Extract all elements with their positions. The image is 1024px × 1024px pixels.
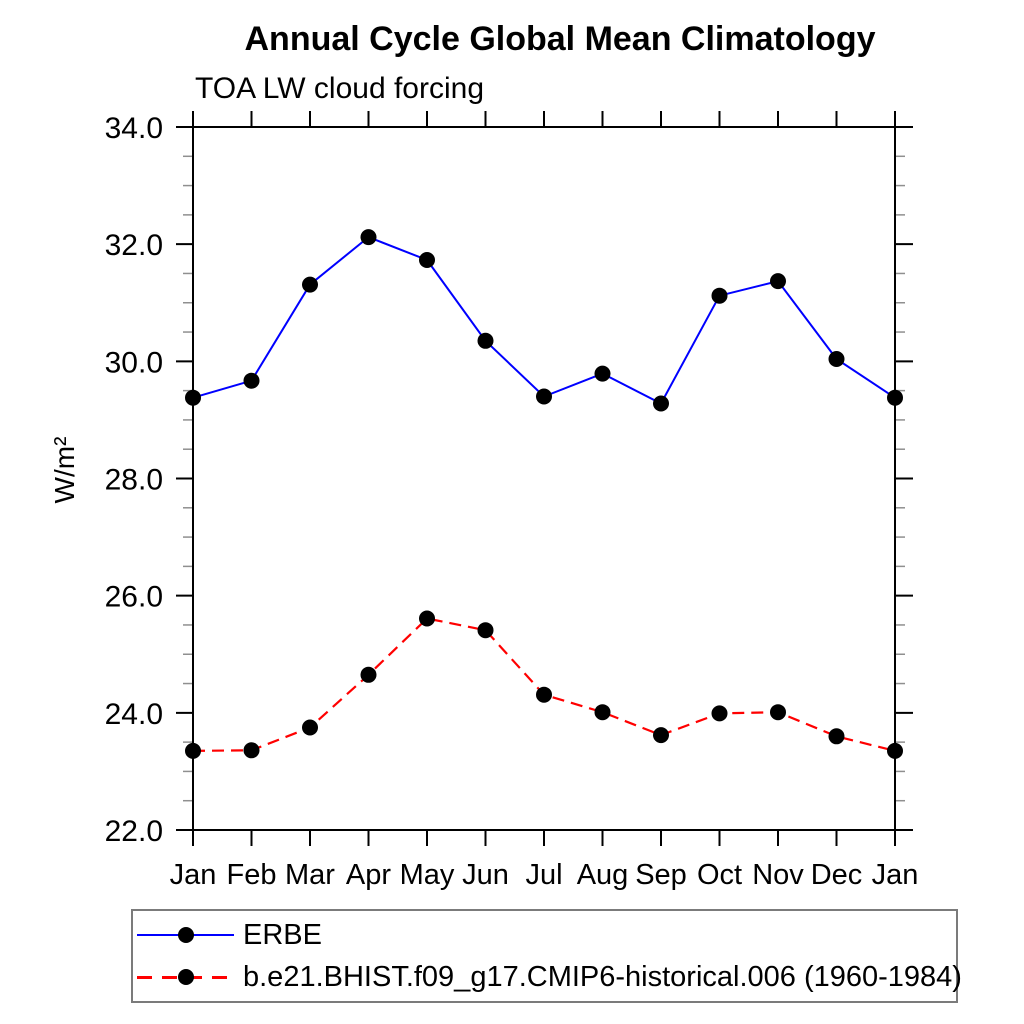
y-tick-label: 34.0 xyxy=(105,112,163,145)
y-tick-label: 24.0 xyxy=(105,698,163,731)
data-point xyxy=(185,742,201,759)
data-point xyxy=(770,273,786,290)
legend-label-model: b.e21.BHIST.f09_g17.CMIP6-historical.006… xyxy=(243,960,962,993)
x-tick-label: Jun xyxy=(462,859,509,891)
data-point xyxy=(185,389,201,406)
y-tick-label: 28.0 xyxy=(105,464,163,497)
data-point xyxy=(419,610,435,627)
y-tick-label: 26.0 xyxy=(105,581,163,614)
x-tick-label: Apr xyxy=(346,859,391,891)
data-point xyxy=(360,666,377,683)
x-tick-label: Mar xyxy=(285,859,335,891)
data-point xyxy=(828,728,845,745)
data-point xyxy=(594,365,611,382)
data-point xyxy=(887,389,903,406)
x-tick-label: Dec xyxy=(811,859,863,891)
x-tick-label: Nov xyxy=(752,859,804,891)
data-point xyxy=(653,727,669,744)
legend-marker-icon xyxy=(177,969,194,985)
x-tick-label: Jan xyxy=(872,859,919,891)
x-tick-label: Feb xyxy=(227,859,277,891)
data-point xyxy=(477,332,494,349)
data-point xyxy=(653,395,669,412)
x-tick-label: Aug xyxy=(577,859,629,891)
data-point xyxy=(770,704,786,721)
data-point xyxy=(828,351,845,367)
data-point xyxy=(887,742,903,759)
data-point xyxy=(711,705,728,722)
y-axis-label: W/m² xyxy=(49,437,80,504)
plot-frame xyxy=(192,126,896,831)
data-point xyxy=(302,719,318,736)
data-point xyxy=(419,252,435,268)
data-point xyxy=(302,276,318,293)
legend-label-erbe: ERBE xyxy=(243,918,322,951)
legend-dashed-line-icon xyxy=(137,969,234,985)
data-point xyxy=(477,622,494,639)
y-tick-label: 22.0 xyxy=(105,815,163,848)
y-tick-label: 32.0 xyxy=(105,229,163,262)
series-line-0 xyxy=(192,235,896,405)
chart-subtitle: TOA LW cloud forcing xyxy=(195,72,485,105)
x-tick-label: Jul xyxy=(525,859,562,891)
legend-marker-icon xyxy=(177,927,194,943)
y-tick-label: 30.0 xyxy=(105,346,163,379)
data-point xyxy=(243,372,260,389)
data-point xyxy=(360,229,377,246)
legend: ERBE b.e21.BHIST.f09_g17.CMIP6-historica… xyxy=(131,909,962,1003)
legend-solid-line-icon xyxy=(137,927,234,943)
data-point xyxy=(243,742,260,759)
data-point xyxy=(594,704,611,721)
data-point xyxy=(536,388,552,405)
x-tick-label: Oct xyxy=(697,859,742,891)
series-line-1 xyxy=(192,617,896,752)
data-point xyxy=(711,287,728,304)
legend-item-erbe: ERBE xyxy=(137,916,956,954)
chart-title: Annual Cycle Global Mean Climatology xyxy=(244,20,876,58)
x-tick-label: Jan xyxy=(170,859,217,891)
legend-item-model: b.e21.BHIST.f09_g17.CMIP6-historical.006… xyxy=(137,958,962,996)
data-point xyxy=(536,686,552,703)
x-tick-label: Sep xyxy=(635,859,687,891)
x-tick-label: May xyxy=(400,859,455,891)
